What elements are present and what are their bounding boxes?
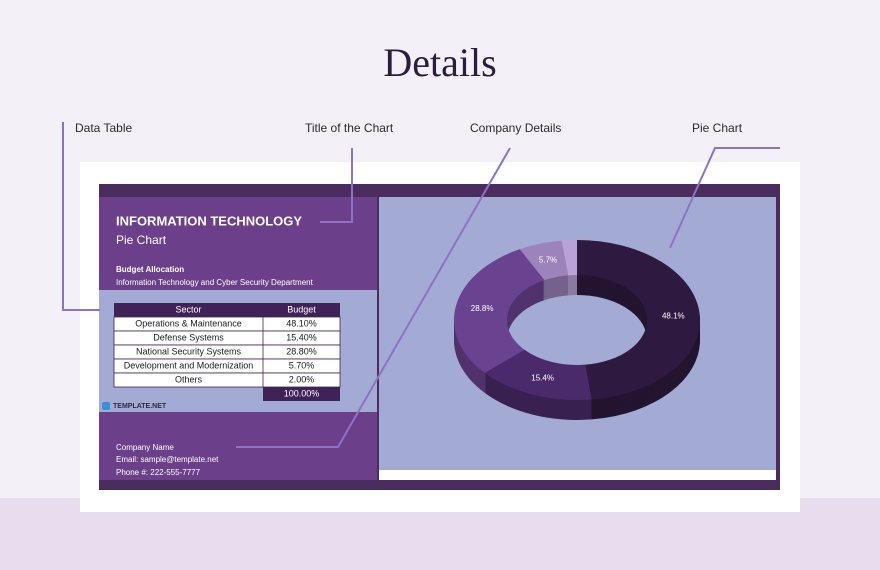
wedge	[577, 240, 700, 400]
header-panel	[99, 197, 377, 290]
header-cell: Budget	[287, 304, 316, 314]
data-label: 15.4%	[531, 374, 554, 383]
sheet-title: INFORMATION TECHNOLOGY	[116, 213, 302, 228]
sector-cell: Others	[175, 374, 203, 384]
company-name: Company Name	[116, 443, 174, 452]
section: Budget Allocation	[116, 265, 184, 274]
logo-icon	[102, 402, 110, 410]
callout-line	[236, 147, 511, 448]
company-email: Email: sample@template.net	[116, 455, 219, 464]
table-row	[113, 372, 341, 388]
data-table: Sector Budget Operations & Maintenance 48.1…	[113, 303, 341, 401]
budget-cell: 5.70%	[289, 360, 315, 370]
callout-line	[669, 147, 780, 249]
wedge	[454, 249, 545, 373]
callout-label: Company Details	[470, 121, 561, 135]
wedge	[484, 349, 592, 400]
callout-line	[320, 148, 353, 223]
callout-line	[62, 122, 100, 311]
chart-panel	[379, 197, 776, 470]
donut-chart: 48.1% 15.4% 28.8% 5.7%	[453, 240, 700, 420]
department: Information Technology and Cyber Securit…	[116, 278, 314, 287]
budget-cell: 15.40%	[286, 332, 317, 342]
sheet-subtitle: Pie Chart	[116, 233, 167, 247]
budget-cell: 2.00%	[289, 374, 315, 384]
budget-cell: 28.80%	[286, 346, 317, 356]
callout-label: Pie Chart	[692, 121, 743, 135]
callout-label: Title of the Chart	[305, 121, 394, 135]
header-cell: Sector	[175, 304, 201, 314]
total-cell: 100.00%	[284, 388, 320, 398]
wedge	[519, 240, 569, 281]
data-label: 5.7%	[539, 255, 557, 264]
heading: Details	[383, 40, 496, 85]
table-header	[114, 303, 340, 317]
callout-label: Data Table	[75, 121, 132, 135]
data-label: 48.1%	[662, 311, 685, 320]
sector-cell: Defense Systems	[153, 332, 224, 342]
wedge	[561, 240, 577, 276]
data-label: 28.8%	[471, 304, 494, 313]
logo: TEMPLATE.NET	[113, 403, 167, 410]
chart-footer	[379, 470, 776, 480]
company-phone: Phone #: 222-555-7777	[116, 468, 201, 477]
sector-cell: Development and Modernization	[124, 360, 254, 370]
total-cell-bg	[263, 387, 340, 401]
sector-cell: Operations & Maintenance	[135, 318, 242, 328]
sector-cell: National Security Systems	[136, 346, 242, 356]
budget-cell: 48.10%	[286, 318, 317, 328]
